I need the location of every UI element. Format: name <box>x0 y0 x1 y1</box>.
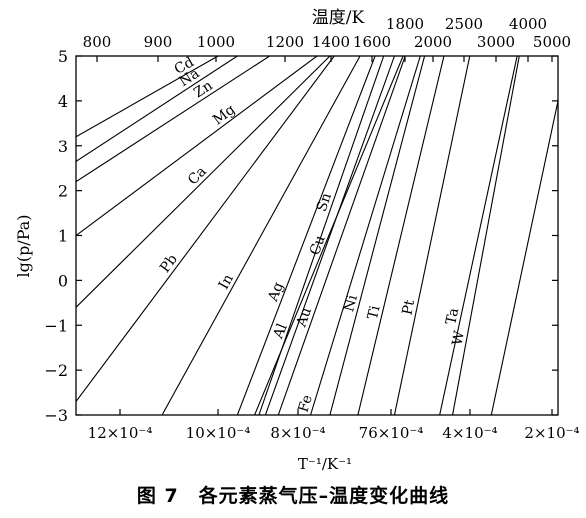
top-tick-label: 3000 <box>477 33 515 51</box>
series-line-al <box>254 56 404 415</box>
series-label-in: In <box>216 272 237 292</box>
y-tick-label: 3 <box>58 137 68 156</box>
series-line-w <box>452 56 520 415</box>
top-tick-label: 2000 <box>414 33 452 51</box>
series-line-ag <box>236 56 376 415</box>
x-tick-label: 4×10⁻⁴ <box>442 424 497 442</box>
series-line-zn <box>76 56 270 183</box>
y-tick-label: 2 <box>58 182 68 201</box>
series-line-cu <box>264 56 395 415</box>
series-line-cd <box>76 56 219 138</box>
series-label-ta: Ta <box>443 307 462 327</box>
series-label-ti: Ti <box>365 304 384 322</box>
series-line-in <box>161 56 361 415</box>
top-axis-title: 温度/K <box>312 8 365 28</box>
series-line-unlabeled-18 <box>490 100 558 415</box>
x-tick-label: 76×10⁻⁴ <box>359 424 424 442</box>
y-axis-title: lg(p/Pa) <box>14 214 33 277</box>
x-tick-label: 12×10⁻⁴ <box>88 424 153 442</box>
series-line-na <box>76 56 238 162</box>
series-line-ca <box>76 56 331 308</box>
top-tick-label: 900 <box>144 33 173 51</box>
top-tick-label: 5000 <box>533 33 571 51</box>
top-tick-label: 1200 <box>266 33 304 51</box>
y-tick-label: 0 <box>58 271 68 290</box>
top-tick-label: 4000 <box>509 15 547 33</box>
top-tick-label: 1600 <box>353 33 391 51</box>
series-line-mg <box>76 56 318 236</box>
series-line-pt <box>393 56 471 415</box>
series-line-ti <box>357 56 445 415</box>
y-tick-label: 1 <box>58 227 68 246</box>
series-line-fe <box>310 56 421 415</box>
series-lines <box>76 56 558 415</box>
series-label-cu: Cu <box>307 233 329 257</box>
series-line-au <box>277 56 406 415</box>
series-label-au: Au <box>293 306 315 330</box>
series-label-ni: Ni <box>341 293 361 314</box>
y-tick-label: 5 <box>58 47 68 66</box>
series-line-pb <box>76 56 335 402</box>
x-tick-label: 10×10⁻⁴ <box>186 424 251 442</box>
series-line-ni <box>329 56 426 415</box>
series-label-pb: Pb <box>157 252 181 276</box>
y-tick-label: −2 <box>44 361 68 380</box>
top-tick-label: 2500 <box>445 15 483 33</box>
series-label-ag: Ag <box>265 280 287 305</box>
series-label-ca: Ca <box>185 164 210 189</box>
x-tick-label: 2×10⁻⁴ <box>524 424 579 442</box>
figure-caption: 图 7 各元素蒸气压–温度变化曲线 <box>136 485 450 507</box>
axis-ticks: 5 4 3 2 1 0 −1 −2 −3 12×10⁻⁴ 10×10⁻⁴ 8×10⁻⁴ 76×10⁻⁴ 4… <box>44 15 579 442</box>
x-tick-label: 8×10⁻⁴ <box>270 424 325 442</box>
series-line-ta <box>439 56 518 415</box>
top-tick-label: 800 <box>83 33 112 51</box>
top-tick-label: 1400 <box>312 33 350 51</box>
series-label-w: W <box>450 329 468 347</box>
series-line-sn <box>258 56 385 415</box>
y-tick-label: −1 <box>44 316 68 335</box>
series-label-al: Al <box>270 321 291 342</box>
series-label-mg: Mg <box>210 102 238 129</box>
x-axis-title: T⁻¹/K⁻¹ <box>298 455 352 473</box>
top-tick-label: 1000 <box>197 33 235 51</box>
series-label-sn: Sn <box>314 191 335 214</box>
series-label-pt: Pt <box>399 298 418 316</box>
y-tick-label: −3 <box>44 406 68 425</box>
series-label-fe: Fe <box>295 393 315 414</box>
top-tick-label: 1800 <box>386 15 424 33</box>
y-tick-label: 4 <box>58 92 68 111</box>
